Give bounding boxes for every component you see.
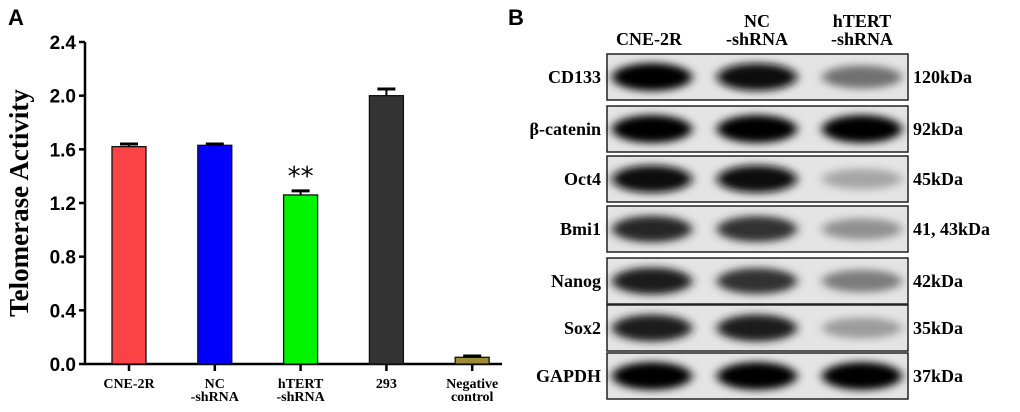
blot-row: Oct4 45kDa bbox=[564, 155, 963, 203]
protein-band bbox=[822, 362, 902, 390]
blot-row: Bmi1 41, 43kDa bbox=[560, 205, 990, 253]
lane-label: -shRNA bbox=[831, 29, 893, 49]
protein-band bbox=[612, 115, 692, 143]
bar-chart: 0.0 0.4 0.8 1.2 1.6 2.0 2.4 Telomerase Activity… bbox=[4, 33, 502, 405]
y-tick-label: 0.4 bbox=[50, 301, 77, 322]
blot-row: Sox2 35kDa bbox=[564, 304, 963, 352]
protein-band bbox=[717, 268, 797, 294]
protein-band bbox=[822, 168, 902, 190]
protein-band bbox=[717, 63, 797, 91]
protein-label: β-catenin bbox=[530, 119, 601, 139]
protein-label: Oct4 bbox=[564, 169, 601, 189]
x-tick-label: Negative bbox=[446, 377, 498, 392]
y-tick-label: 0.0 bbox=[50, 355, 76, 376]
y-tick-label: 1.2 bbox=[50, 194, 76, 215]
y-tick-label: 1.6 bbox=[50, 140, 76, 161]
protein-band bbox=[822, 218, 902, 240]
molecular-weight-label: 41, 43kDa bbox=[913, 219, 990, 239]
protein-band bbox=[822, 65, 902, 89]
bar bbox=[368, 95, 405, 365]
bar bbox=[282, 194, 319, 365]
x-tick-label: NC bbox=[205, 377, 225, 392]
lane-label: -shRNA bbox=[726, 29, 788, 49]
blot-row: GAPDH 37kDa bbox=[536, 352, 963, 400]
protein-label: GAPDH bbox=[536, 366, 601, 386]
protein-band bbox=[822, 317, 902, 339]
significance-annotation: ** bbox=[288, 162, 314, 192]
protein-band bbox=[717, 216, 797, 242]
protein-band bbox=[612, 63, 692, 91]
y-axis-label: Telomerase Activity bbox=[4, 89, 34, 317]
molecular-weight-label: 120kDa bbox=[913, 67, 972, 87]
bar bbox=[111, 145, 147, 365]
y-tick-label: 2.0 bbox=[50, 87, 76, 108]
protein-band bbox=[717, 115, 797, 143]
bar bbox=[197, 144, 233, 365]
protein-band bbox=[822, 269, 902, 293]
bar bbox=[454, 356, 490, 365]
blot-row: β-catenin 92kDa bbox=[530, 105, 963, 153]
molecular-weight-label: 92kDa bbox=[913, 119, 963, 139]
y-tick-label: 0.8 bbox=[50, 248, 76, 269]
panel-b-label: B bbox=[508, 5, 524, 30]
protein-band bbox=[612, 215, 692, 243]
protein-band bbox=[612, 314, 692, 342]
y-tick-label: 2.4 bbox=[50, 33, 77, 54]
blot-row: CD133 120kDa bbox=[548, 53, 972, 101]
protein-band bbox=[612, 362, 692, 390]
protein-label: Sox2 bbox=[564, 318, 601, 338]
blot-row: Nanog 42kDa bbox=[551, 257, 963, 305]
x-tick-label: 293 bbox=[376, 377, 397, 392]
protein-band bbox=[717, 362, 797, 390]
protein-band bbox=[612, 267, 692, 295]
protein-band bbox=[612, 165, 692, 193]
protein-band bbox=[717, 314, 797, 342]
molecular-weight-label: 45kDa bbox=[913, 169, 963, 189]
molecular-weight-label: 35kDa bbox=[913, 318, 963, 338]
lane-label: NC bbox=[744, 11, 770, 31]
panel-a-label: A bbox=[8, 5, 24, 30]
protein-label: Nanog bbox=[551, 271, 601, 291]
lane-label: CNE-2R bbox=[616, 29, 683, 49]
protein-label: Bmi1 bbox=[560, 219, 601, 239]
x-tick-label: hTERT bbox=[278, 377, 324, 392]
x-tick-label: -shRNA bbox=[276, 390, 325, 405]
molecular-weight-label: 42kDa bbox=[913, 271, 963, 291]
protein-band bbox=[717, 165, 797, 193]
x-tick-label: CNE-2R bbox=[103, 377, 155, 392]
x-tick-label: control bbox=[451, 390, 494, 405]
molecular-weight-label: 37kDa bbox=[913, 366, 963, 386]
protein-band bbox=[822, 115, 902, 143]
x-tick-label: -shRNA bbox=[191, 390, 240, 405]
lane-label: hTERT bbox=[833, 11, 891, 31]
protein-label: CD133 bbox=[548, 67, 601, 87]
